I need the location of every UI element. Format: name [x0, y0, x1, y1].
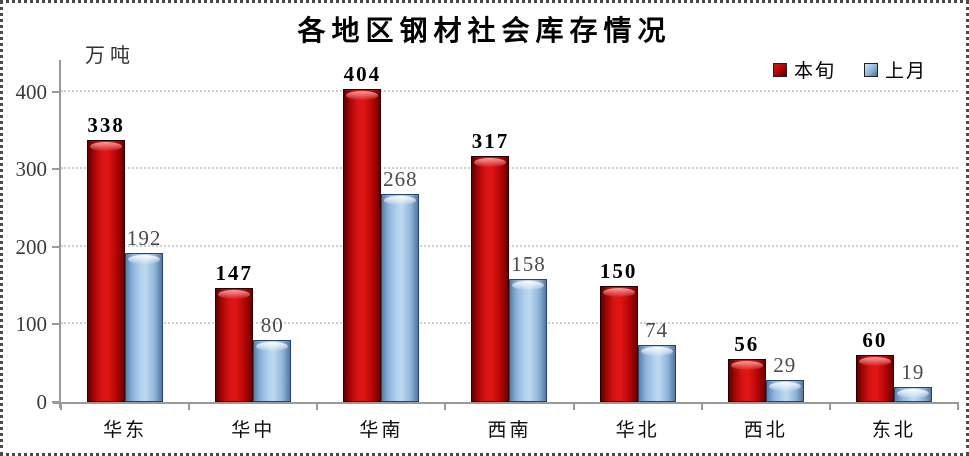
value-label-本旬-华南: 404 — [343, 61, 382, 86]
y-tick-label-100: 100 — [15, 312, 48, 337]
value-label-本旬-西北: 56 — [734, 331, 760, 356]
value-label-上月-西南: 158 — [511, 252, 546, 277]
y-tick-label-200: 200 — [15, 234, 48, 259]
x-axis-line — [53, 402, 958, 404]
x-tick-7 — [957, 402, 959, 410]
y-tick-300 — [52, 168, 61, 171]
bar-本旬-华东: 338 — [87, 114, 126, 402]
bar-上月-西南: 158 — [509, 253, 548, 402]
value-label-上月-东北: 19 — [901, 360, 925, 385]
category-label-华中: 华中 — [231, 420, 276, 441]
bar-本旬-东北: 60 — [855, 329, 894, 402]
bar-group-华东: 338 192 — [61, 60, 189, 402]
y-axis-unit-label: 万吨 — [85, 45, 135, 67]
x-tick-6 — [828, 402, 831, 410]
category-label-西南: 西南 — [487, 420, 532, 441]
y-tick-400 — [52, 90, 61, 93]
x-tick-3 — [444, 402, 447, 410]
bar-本旬-华南: 404 — [343, 63, 382, 402]
x-tick-1 — [188, 402, 191, 410]
category-label-西北: 西北 — [743, 420, 788, 441]
x-tick-5 — [700, 402, 703, 410]
gridline-200 — [61, 244, 958, 247]
legend-swatch-blue — [864, 62, 879, 77]
x-tick-4 — [572, 402, 575, 410]
legend-label-current-period: 本旬 — [794, 61, 837, 82]
category-label-东北: 东北 — [871, 420, 916, 441]
y-tick-label-0: 0 — [36, 390, 48, 414]
value-label-上月-华北: 74 — [645, 317, 669, 342]
bar-group-东北: 60 19 — [830, 60, 958, 402]
bar-本旬-华中: 147 — [215, 262, 254, 402]
chart-title: 各地区钢材社会库存情况 — [297, 16, 672, 47]
bar-group-华南: 404 268 — [317, 60, 445, 402]
legend-item-current-period: 本旬 — [773, 56, 836, 83]
value-label-本旬-东北: 60 — [862, 328, 888, 353]
bar-上月-西北: 29 — [765, 354, 804, 402]
value-label-本旬-华中: 147 — [215, 261, 253, 285]
x-tick-2 — [316, 402, 319, 410]
bar-上月-华南: 268 — [381, 168, 420, 402]
y-tick-label-400: 400 — [15, 79, 48, 104]
gridline-400 — [61, 89, 958, 92]
plot-area: 338 192 147 80 404 268 317 158 150 74 56 29 60 19 0 10… — [16, 60, 959, 441]
bar-本旬-西南: 317 — [471, 130, 510, 402]
y-tick-label-300: 300 — [15, 157, 48, 182]
bar-group-西北: 56 29 — [702, 60, 830, 402]
bar-上月-华中: 80 — [253, 314, 292, 402]
legend: 本旬 上月 — [773, 56, 927, 83]
y-tick-200 — [52, 245, 61, 248]
value-label-本旬-华北: 150 — [599, 258, 638, 283]
gridline-300 — [61, 167, 958, 170]
legend-label-last-month: 上月 — [885, 61, 928, 82]
category-label-华东: 华东 — [103, 420, 148, 441]
bar-group-西南: 317 158 — [445, 60, 573, 402]
value-label-上月-华东: 192 — [126, 226, 162, 251]
value-label-上月-西北: 29 — [773, 352, 797, 377]
value-label-本旬-华东: 338 — [87, 112, 125, 137]
value-label-上月-华南: 268 — [383, 167, 418, 192]
value-label-本旬-西南: 317 — [471, 129, 510, 154]
bar-上月-华北: 74 — [637, 319, 676, 402]
y-tick-0 — [52, 401, 61, 403]
y-tick-100 — [52, 323, 61, 326]
bar-group-华中: 147 80 — [189, 60, 317, 402]
legend-swatch-red — [773, 62, 787, 77]
y-axis-line — [59, 60, 61, 408]
value-label-上月-华中: 80 — [260, 312, 284, 337]
bar-本旬-华北: 150 — [599, 260, 638, 402]
bar-groups: 338 192 147 80 404 268 317 158 150 74 56 29 60 19 — [61, 60, 958, 402]
bar-group-华北: 150 74 — [574, 60, 702, 402]
bar-上月-东北: 19 — [893, 361, 932, 402]
bar-上月-华东: 192 — [125, 227, 164, 402]
category-label-华北: 华北 — [615, 420, 660, 441]
x-tick-0 — [60, 402, 62, 410]
legend-item-last-month: 上月 — [864, 56, 927, 83]
bar-本旬-西北: 56 — [727, 333, 766, 402]
category-label-华南: 华南 — [359, 420, 404, 441]
